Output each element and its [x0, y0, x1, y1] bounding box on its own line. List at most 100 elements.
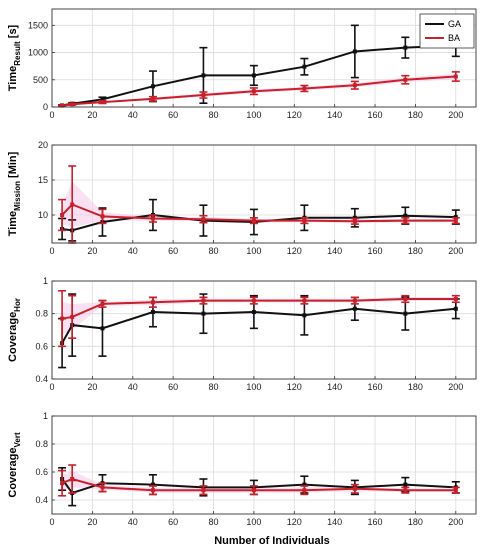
data-point — [352, 219, 357, 224]
series-ba — [58, 165, 460, 244]
data-point — [201, 298, 206, 303]
x-tick-label: 160 — [368, 517, 383, 527]
data-point — [453, 218, 458, 223]
x-tick-label: 120 — [287, 110, 302, 120]
series-ba — [58, 71, 460, 108]
data-point — [150, 96, 155, 101]
data-point — [453, 488, 458, 493]
x-tick-label: 120 — [287, 382, 302, 392]
x-tick-label: 20 — [87, 517, 97, 527]
x-tick-label: 80 — [209, 517, 219, 527]
y-tick-label: 0.8 — [35, 439, 48, 449]
data-point — [403, 77, 408, 82]
data-point — [100, 485, 105, 490]
y-axis-label: CoverageVert — [7, 432, 22, 498]
data-point — [302, 482, 307, 487]
data-point — [403, 488, 408, 493]
plot-area — [52, 281, 476, 379]
axes-box — [51, 8, 477, 108]
y-tick-label: 0.4 — [35, 495, 48, 505]
data-point — [251, 298, 256, 303]
x-tick-label: 180 — [408, 382, 423, 392]
x-tick-label: 180 — [408, 246, 423, 256]
y-tick-label: 1 — [43, 276, 48, 286]
data-point — [352, 298, 357, 303]
y-tick-label: 1000 — [28, 48, 48, 58]
y-tick-label: 0.6 — [35, 341, 48, 351]
x-tick-label: 0 — [49, 517, 54, 527]
series-line-ba — [61, 477, 456, 492]
data-point — [201, 311, 206, 316]
x-tick-label: 160 — [368, 382, 383, 392]
legend-box — [419, 13, 475, 49]
x-tick-label: 200 — [448, 517, 463, 527]
x-tick-label: 140 — [327, 517, 342, 527]
data-point — [251, 73, 256, 78]
x-tick-label: 140 — [327, 110, 342, 120]
data-point — [403, 311, 408, 316]
data-point — [70, 102, 75, 107]
x-tick-label: 20 — [87, 382, 97, 392]
data-point — [150, 310, 155, 315]
axes-box — [51, 415, 477, 515]
data-point — [100, 326, 105, 331]
data-point — [352, 49, 357, 54]
series-line-ba — [61, 297, 456, 320]
series-line-ba — [61, 203, 456, 223]
x-tick-label: 180 — [408, 110, 423, 120]
x-tick-label: 60 — [168, 246, 178, 256]
series-line-ga — [61, 307, 456, 344]
series-line-ga — [61, 478, 456, 495]
data-point — [251, 488, 256, 493]
data-point — [403, 45, 408, 50]
data-point — [201, 217, 206, 222]
y-tick-label: 1 — [43, 411, 48, 421]
x-axis-label: Number of Individuals — [214, 535, 330, 547]
data-point — [403, 296, 408, 301]
data-point — [150, 216, 155, 221]
y-tick-label: 0.4 — [35, 374, 48, 384]
y-axis-label: CoverageHor — [7, 298, 22, 362]
data-point — [70, 477, 75, 481]
data-point — [302, 218, 307, 223]
plot-area — [52, 145, 476, 243]
data-point — [352, 306, 357, 311]
data-point — [100, 214, 105, 219]
axes-box — [51, 280, 477, 380]
series-line-ga — [61, 213, 456, 232]
data-point — [100, 301, 105, 306]
x-tick-label: 60 — [168, 110, 178, 120]
data-point — [60, 316, 65, 321]
y-tick-label: 10 — [38, 210, 48, 220]
chart-panel-4: 0 20 40 60 80 100 120 140 160 180 200 0.4 0.6 0.8 1 Cov… — [7, 411, 477, 527]
data-point — [100, 100, 105, 105]
axes-box — [51, 144, 477, 244]
chart-panel-3: 0 20 40 60 80 100 120 140 160 180 200 0.4 0.6 0.8 1 Cov… — [7, 276, 477, 392]
plot-area — [52, 416, 476, 514]
x-tick-label: 100 — [246, 517, 261, 527]
panels: 0 20 40 60 80 100 120 140 160 180 200050010001500T… — [7, 8, 477, 527]
data-point — [60, 481, 65, 486]
x-tick-label: 80 — [209, 246, 219, 256]
series-line-ba — [61, 75, 456, 107]
legend: GA BA — [419, 13, 475, 49]
data-point — [403, 213, 408, 218]
x-tick-label: 100 — [246, 246, 261, 256]
x-tick-label: 20 — [87, 110, 97, 120]
x-tick-label: 60 — [168, 517, 178, 527]
ba-spread-band — [62, 297, 456, 336]
data-point — [352, 486, 357, 491]
data-point — [453, 296, 458, 301]
x-tick-label: 80 — [209, 110, 219, 120]
data-point — [453, 74, 458, 79]
x-tick-label: 160 — [368, 246, 383, 256]
series-line-ga — [61, 44, 456, 107]
x-tick-label: 140 — [327, 246, 342, 256]
x-tick-label: 200 — [448, 246, 463, 256]
data-point — [150, 488, 155, 493]
y-tick-label: 0.8 — [35, 309, 48, 319]
y-tick-label: 500 — [33, 75, 48, 85]
y-tick-label: 20 — [38, 140, 48, 150]
x-tick-label: 120 — [287, 517, 302, 527]
